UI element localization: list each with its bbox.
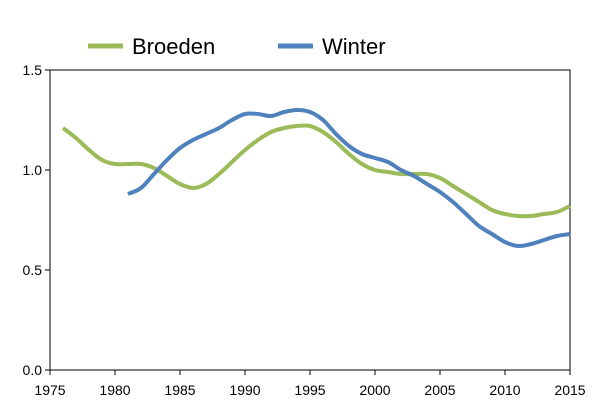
x-tick-label: 1980 (99, 382, 130, 398)
series-line-winter (127, 108, 571, 249)
x-tick-label: 2000 (359, 382, 390, 398)
x-tick-label: 1995 (294, 382, 325, 398)
x-tick-label: 1990 (229, 382, 260, 398)
plot-frame (49, 69, 571, 371)
x-tick-label: 2005 (424, 382, 455, 398)
x-tick-label: 1975 (34, 382, 65, 398)
y-tick-label: 1.0 (23, 162, 43, 178)
y-tick-label: 1.5 (23, 62, 43, 78)
legend-label-broeden: Broeden (132, 34, 215, 59)
series-line-broeden (61, 123, 571, 219)
x-tick-label: 2015 (554, 382, 585, 398)
y-tick-label: 0.5 (23, 262, 43, 278)
x-tick-label: 2010 (489, 382, 520, 398)
x-tick-label: 1985 (164, 382, 195, 398)
legend: Broeden Winter (88, 34, 386, 59)
legend-label-winter: Winter (322, 34, 386, 59)
plot-area: 0.0 0.5 1.0 1.5 1975 1980 1985 1990 1995 2000 2005… (23, 62, 586, 398)
y-tick-label: 0.0 (23, 362, 43, 378)
